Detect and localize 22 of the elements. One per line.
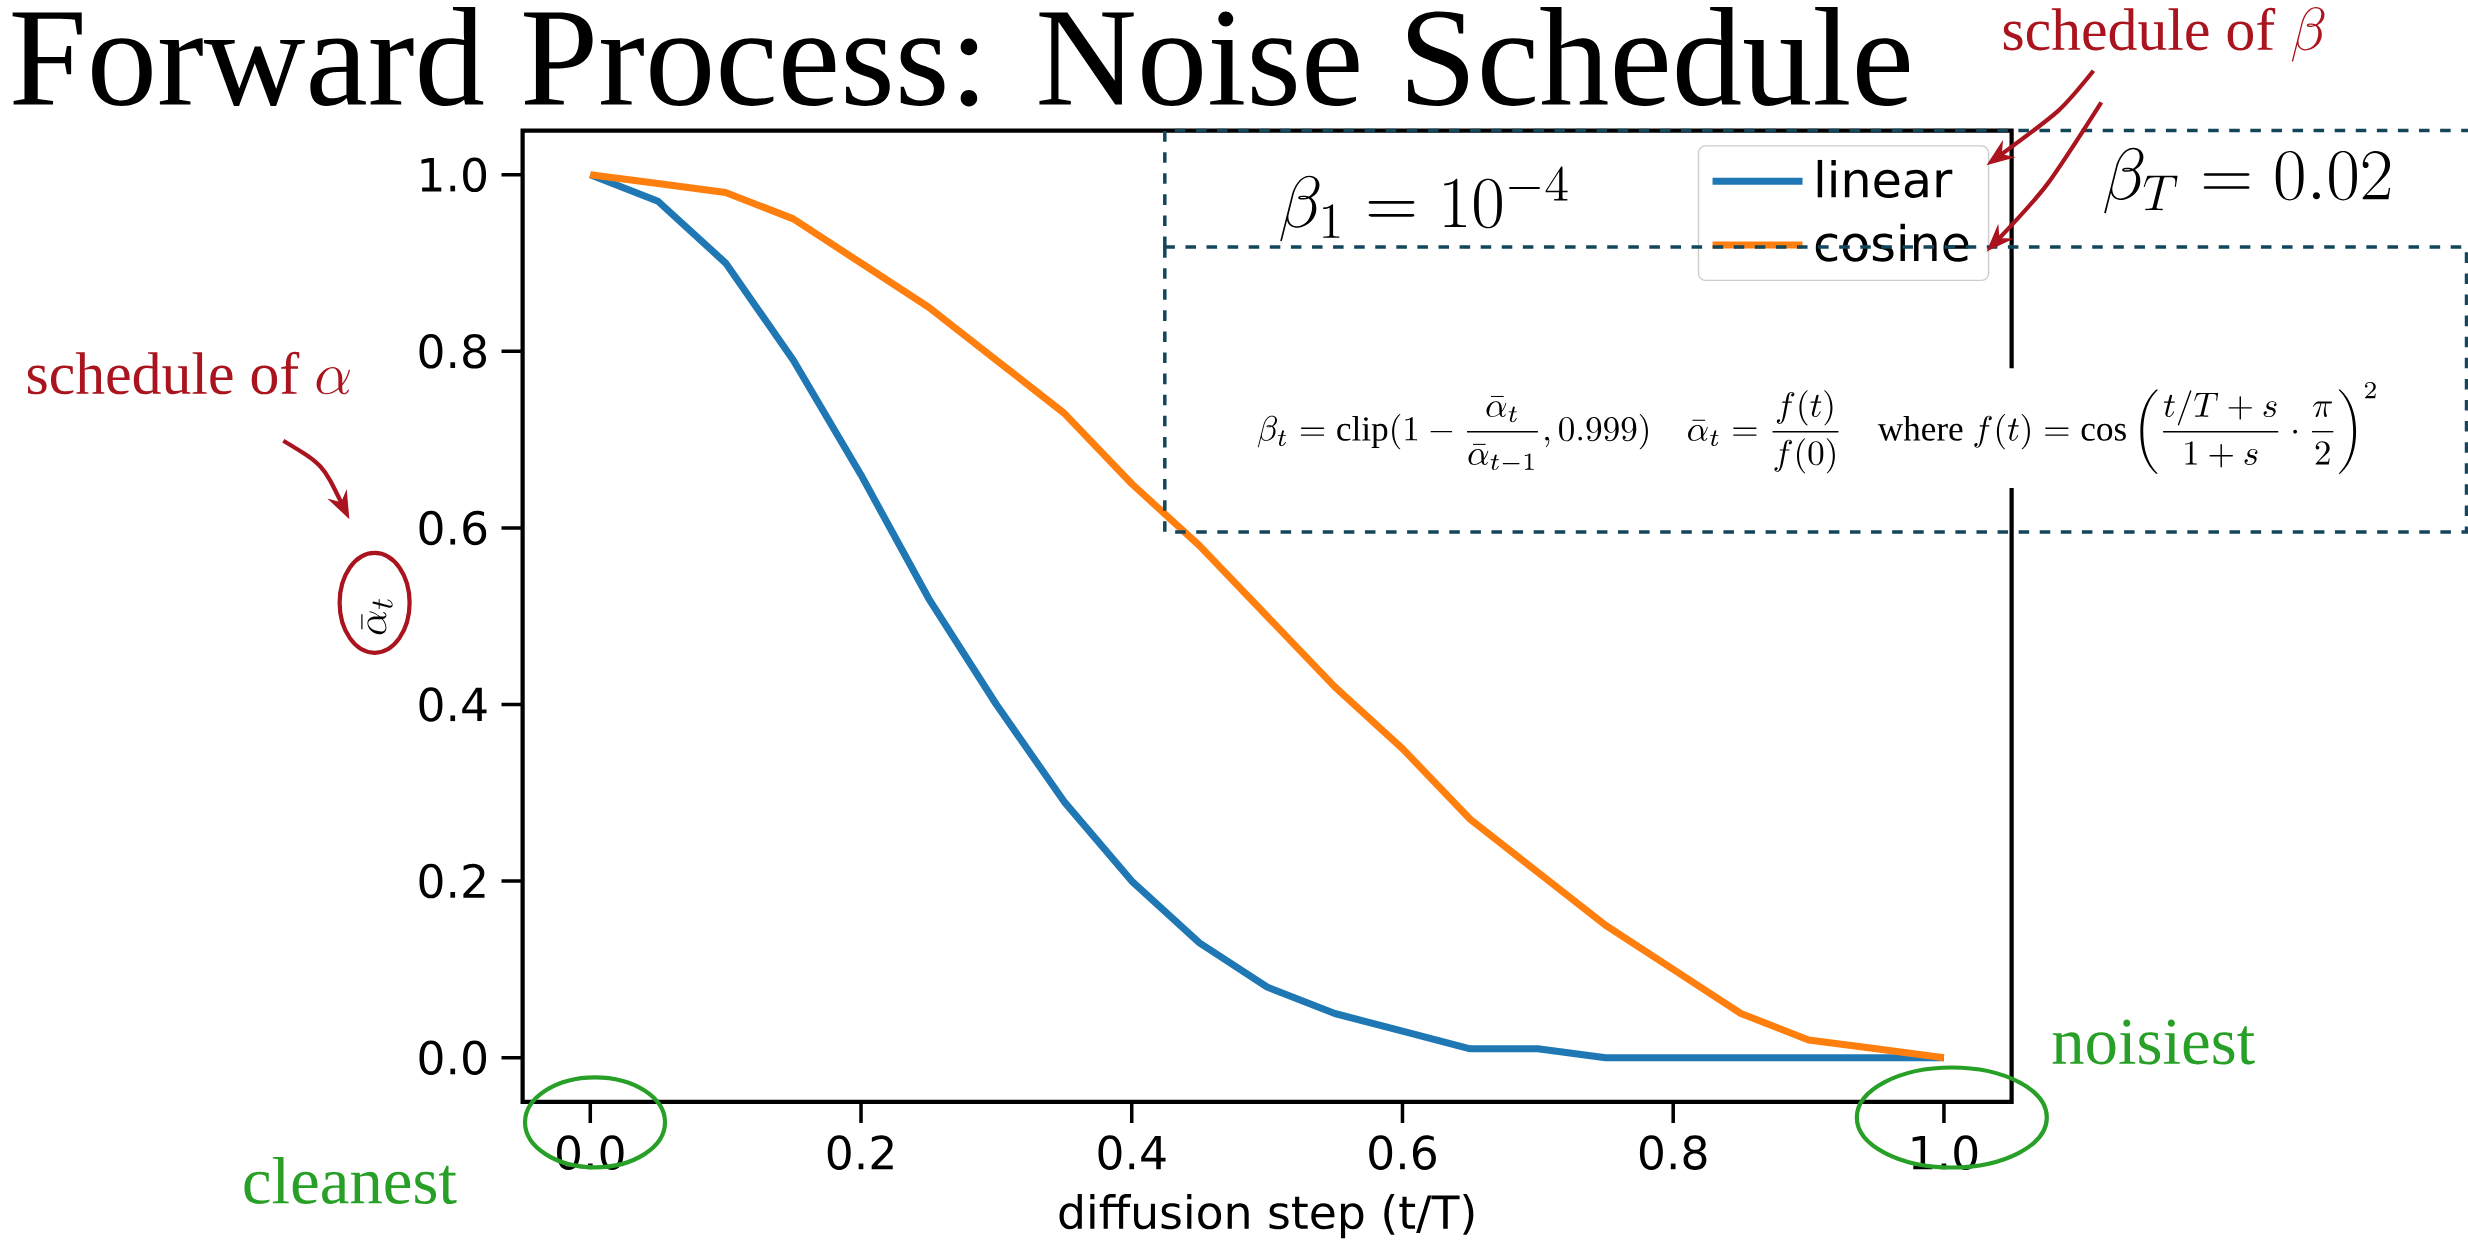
chart-title: Forward Process: Noise Schedule bbox=[12, 7, 1909, 107]
y-tick-label: 0.0 bbox=[419, 1040, 487, 1075]
text: $\beta_T = 0.02$ bbox=[2104, 147, 2391, 214]
x-tick-label: 0.4 bbox=[1098, 1135, 1166, 1170]
y-tick-label: 0.4 bbox=[419, 687, 487, 722]
text: noisiest bbox=[2052, 1019, 2255, 1065]
y-tick-label: 0.6 bbox=[419, 510, 487, 546]
x-tick-label: 0.8 bbox=[1639, 1135, 1707, 1170]
x-tick-label: 0.6 bbox=[1369, 1135, 1436, 1170]
y-axis-title: $\bar{\alpha}_t$ bbox=[361, 599, 393, 635]
y-tick-label: 0.2 bbox=[419, 863, 485, 899]
legend-label: cosine bbox=[1815, 223, 1969, 262]
annotation: $\beta_1 = 10^{-4}$ bbox=[1280, 166, 1568, 242]
annotation: $\beta_t = \mathrm{clip}(1 - \frac{\bar{\alpha}_t}{\bar{\alpha}_{t-1}}, 0.999) \quad \bar{\alpha}_t = \frac{f(t)}{f(0)} \quad \mbox{where } f(t) = \cos\left(\frac{t/T + s}{1+s} \cdot \frac{\pi}{2}\right)^2$ bbox=[1257, 381, 2376, 474]
y-tick-label: 0.8 bbox=[419, 334, 486, 369]
text: cleanest bbox=[244, 1157, 457, 1204]
text: $\mbox{schedule of }\beta$ bbox=[2003, 6, 2325, 62]
x-tick-label: 0.2 bbox=[827, 1135, 893, 1170]
x-axis-title: diffusion step (t/T) bbox=[1059, 1193, 1474, 1239]
y-tick-label: 1.0 bbox=[421, 157, 487, 193]
legend-label: linear bbox=[1817, 159, 1953, 199]
text: $\mbox{schedule of }\alpha$ bbox=[27, 351, 350, 395]
